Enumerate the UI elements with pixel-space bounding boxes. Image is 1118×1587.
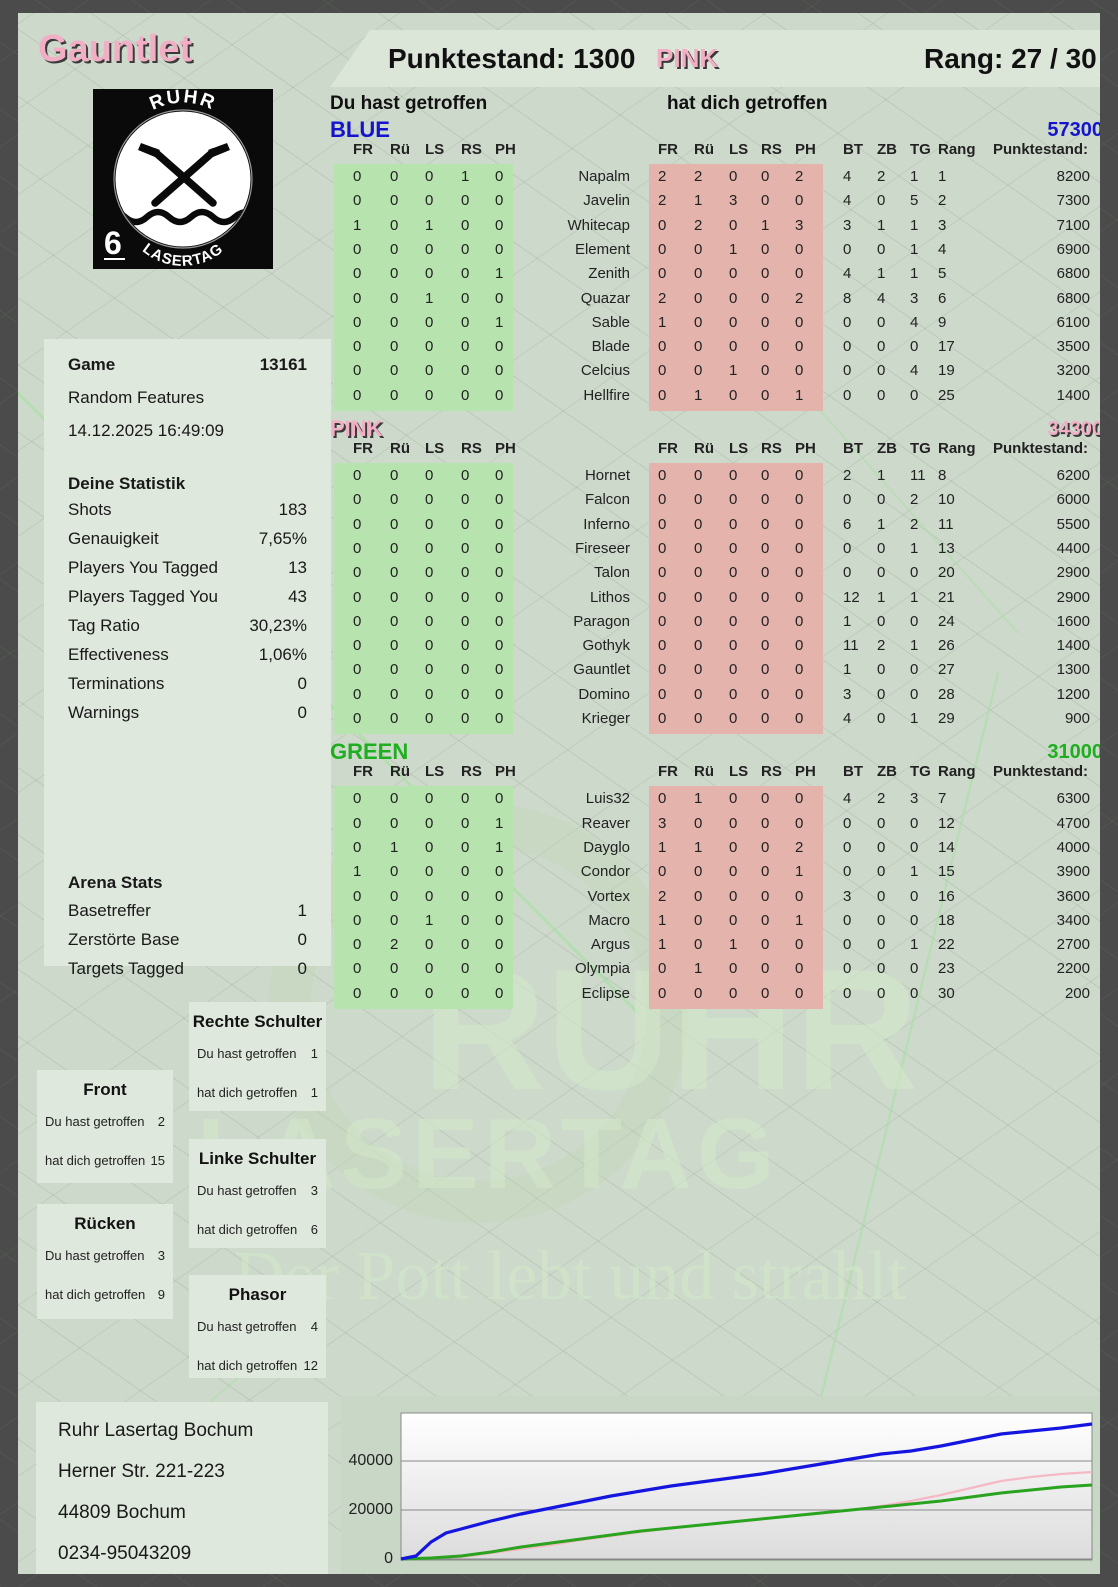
svg-text:20000: 20000 [349, 1501, 394, 1518]
svg-text:0: 0 [384, 1550, 393, 1567]
svg-text:6: 6 [104, 225, 122, 261]
svg-text:40000: 40000 [349, 1452, 394, 1469]
